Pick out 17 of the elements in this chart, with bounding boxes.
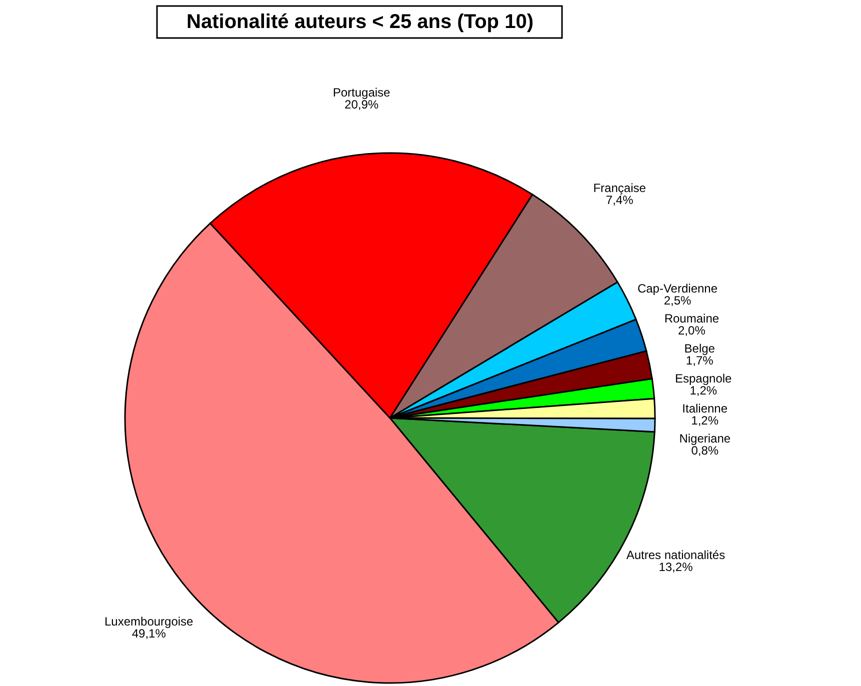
chart-title: Nationalité auteurs < 25 ans (Top 10) (186, 11, 534, 33)
slice-label: Belge (684, 341, 716, 356)
data-label: 2,5% (664, 293, 692, 308)
slice-label: Espagnole (675, 371, 732, 386)
slice-label: Italienne (682, 401, 728, 416)
slice-label: Française (593, 181, 646, 196)
slice-label: Roumaine (664, 311, 720, 326)
data-label: 2,0% (678, 323, 706, 338)
data-label: 7,4% (606, 193, 634, 208)
data-label: 1,2% (691, 413, 719, 428)
slice-label: Nigeriane (679, 431, 731, 446)
slice-label: Cap-Verdienne (637, 281, 718, 296)
slice-label: Autres nationalités (626, 548, 726, 562)
slice-label: Luxembourgoise (104, 614, 194, 628)
data-label: 13,2% (658, 560, 694, 574)
slice-label: Portugaise (332, 85, 391, 100)
data-label: 49,1% (132, 626, 166, 640)
